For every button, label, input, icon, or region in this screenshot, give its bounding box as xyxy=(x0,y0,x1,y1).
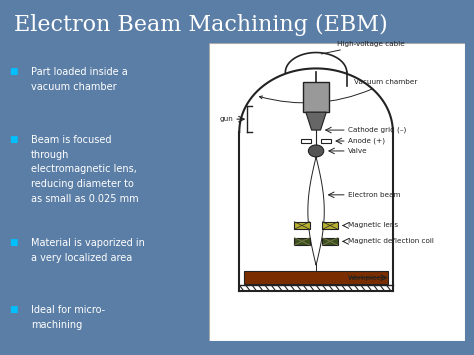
Text: High-voltage cable: High-voltage cable xyxy=(321,40,404,54)
Text: Electron beam: Electron beam xyxy=(348,192,401,198)
Text: Magnetic deflection coil: Magnetic deflection coil xyxy=(348,239,434,244)
Bar xyxy=(303,82,329,112)
Bar xyxy=(294,237,310,245)
Polygon shape xyxy=(308,157,324,265)
Bar xyxy=(322,222,338,229)
Text: Vacuum chamber: Vacuum chamber xyxy=(259,80,418,103)
Bar xyxy=(245,271,388,284)
Text: Workpiece: Workpiece xyxy=(348,275,386,281)
Bar xyxy=(301,139,311,143)
Text: Beam is focused
through
electromagnetic lens,
reducing diameter to
as small as 0: Beam is focused through electromagnetic … xyxy=(31,135,138,204)
Text: Ideal for micro-
machining: Ideal for micro- machining xyxy=(31,305,105,330)
Text: Part loaded inside a
vacuum chamber: Part loaded inside a vacuum chamber xyxy=(31,67,128,92)
Polygon shape xyxy=(306,112,326,130)
Bar xyxy=(321,139,331,143)
Circle shape xyxy=(309,145,324,157)
Text: Cathode grid (–): Cathode grid (–) xyxy=(348,127,406,133)
Text: ■: ■ xyxy=(9,238,18,247)
Text: gun: gun xyxy=(219,116,233,122)
Text: Anode (+): Anode (+) xyxy=(348,138,385,144)
Text: ■: ■ xyxy=(9,67,18,76)
Text: Magnetic lens: Magnetic lens xyxy=(348,223,398,229)
Text: ■: ■ xyxy=(9,135,18,144)
Text: Valve: Valve xyxy=(348,148,368,154)
Bar xyxy=(322,237,338,245)
Text: Material is vaporized in
a very localized area: Material is vaporized in a very localize… xyxy=(31,238,145,263)
Text: Electron Beam Machining (EBM): Electron Beam Machining (EBM) xyxy=(14,14,388,36)
Text: ■: ■ xyxy=(9,305,18,314)
Bar xyxy=(294,222,310,229)
